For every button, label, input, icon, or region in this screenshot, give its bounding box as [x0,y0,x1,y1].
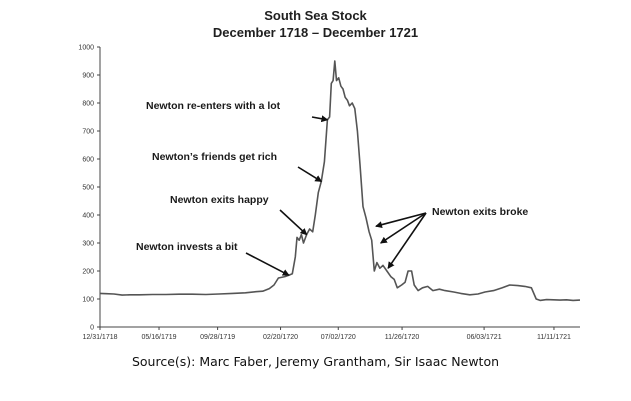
y-tick-label: 1000 [78,45,94,52]
annotation-arrow [245,252,290,276]
y-tick-label: 0 [90,325,94,332]
y-tick-label: 100 [82,297,94,304]
x-tick-label: 06/03/1721 [467,334,502,341]
y-tick-label: 600 [82,157,94,164]
annotation-label: Newton re-enters with a lot [146,100,281,112]
x-tick-label: 11/26/1720 [385,334,420,341]
chart-title: South Sea Stock [264,8,367,23]
annotation-arrow [311,115,329,123]
y-tick-label: 200 [82,269,94,276]
y-tick-label: 300 [82,241,94,248]
annotation-arrow [379,212,427,244]
annotation-arrow [279,209,308,236]
x-tick-label: 11/11/1721 [537,334,571,341]
y-tick-label: 800 [82,101,94,108]
annotation-label: Newton’s friends get rich [152,151,277,163]
x-tick-label: 05/16/1719 [142,334,177,341]
chart-subtitle: December 1718 – December 1721 [212,25,419,40]
annotation-label: Newton invests a bit [136,241,238,253]
annotation-arrow [375,212,427,229]
y-tick-label: 500 [82,185,94,192]
annotation-arrow [297,166,323,183]
source-caption: Source(s): Marc Faber, Jeremy Grantham, … [131,354,500,369]
x-tick-label: 02/20/1720 [263,334,298,341]
annotation-label: Newton exits broke [432,206,528,218]
price-series-line [99,60,581,302]
x-tick-label: 07/02/1720 [321,334,356,341]
x-tick-label: 09/28/1719 [200,334,235,341]
y-tick-label: 400 [82,213,94,220]
annotation-label: Newton exits happy [170,194,269,206]
y-tick-label: 700 [82,129,94,136]
x-tick-label: 12/31/1718 [82,334,117,341]
annotation-arrow [387,212,427,270]
y-tick-label: 900 [82,73,94,80]
